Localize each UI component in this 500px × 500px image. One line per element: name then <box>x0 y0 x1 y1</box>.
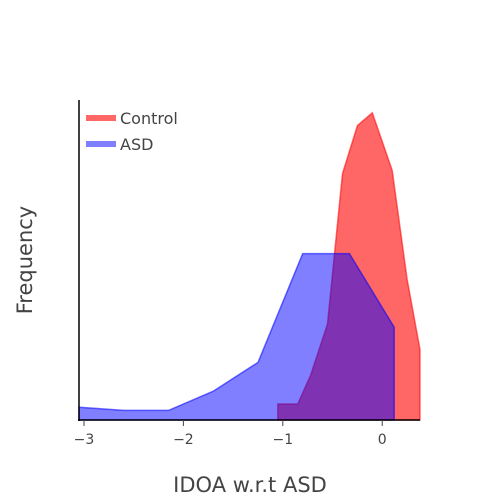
x-tick-label: −3 <box>74 432 95 448</box>
x-tick-label: −1 <box>272 432 293 448</box>
y-axis-title: Frequency <box>13 206 37 315</box>
plot-area: −3 −2 −1 0 <box>74 100 421 448</box>
legend-label-control: Control <box>120 109 178 128</box>
x-axis-ticks: −3 −2 −1 0 <box>74 420 387 448</box>
series-area-asd[interactable] <box>78 252 395 421</box>
legend-label-asd: ASD <box>120 135 153 154</box>
legend-item-asd[interactable]: ASD <box>86 135 153 154</box>
legend-swatch-control <box>86 115 116 121</box>
x-axis-title: IDOA w.r.t ASD <box>173 473 327 497</box>
legend-item-control[interactable]: Control <box>86 109 178 128</box>
legend-swatch-asd <box>86 141 116 147</box>
legend[interactable]: Control ASD <box>86 109 178 154</box>
series-layer <box>78 111 421 421</box>
x-tick-label: 0 <box>378 432 387 448</box>
x-tick-label: −2 <box>173 432 194 448</box>
